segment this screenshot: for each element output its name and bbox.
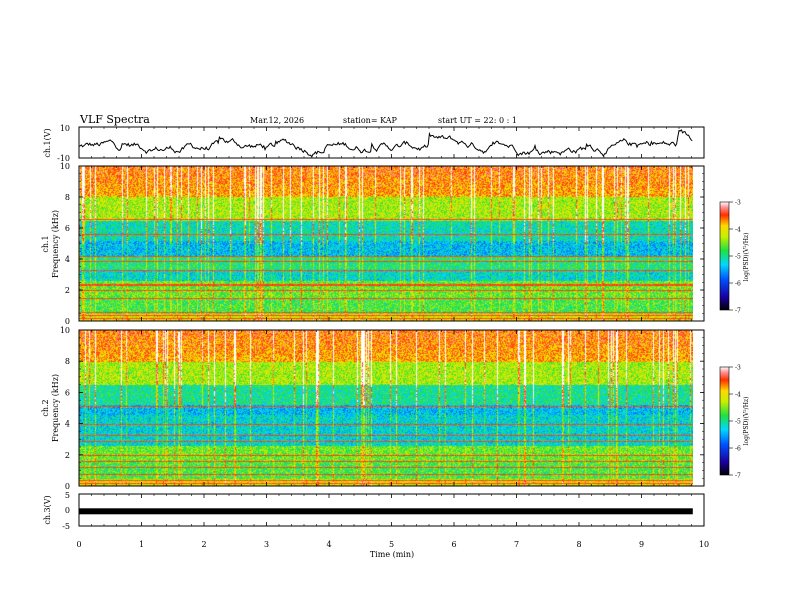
colorbar-tick-label: -5 [735,419,741,426]
start-ut-label: start UT = 22: 0 : 1 [438,116,517,125]
ch1-spec-xticks [78,166,705,321]
ch3-panel: ch.3(V) 5 0 -5 [43,491,705,531]
ch1-waveform-panel: ch.1(V) 10 -10 [43,124,705,163]
spectrogram-raster [79,330,693,486]
x-tick-label: 5 [389,540,394,549]
colorbar-tick-label: -7 [735,473,741,480]
y-tick-label: 6 [65,388,70,397]
ch3-ylabel: ch.3(V) [43,495,52,524]
y-tick-label: 10 [60,162,70,171]
date-label: Mar.12, 2026 [250,116,304,125]
ch2-colorbar-ticks: -3 -4 -5 -6 -7 [729,365,741,480]
y-tick-label: 0 [65,317,70,326]
colorbar-tick-label: -6 [735,281,741,288]
ch2-spectrogram-image [79,330,693,486]
station-label: station= KAP [343,116,398,125]
ch1-colorbar-ticks: -3 -4 -5 -6 -7 [729,200,741,315]
ch1-ytick-bottom: -10 [57,154,70,163]
ch1-xticks [78,127,705,158]
ch1-waveform-frame [78,126,705,159]
spectrogram-raster [79,166,693,321]
figure-title: VLF Spectra [79,113,150,126]
ch2-spec-xticks [78,330,705,486]
ch1-waveform-line [78,129,693,158]
ch1-spec-ylabel2: Frequency (kHz) [51,210,60,278]
ch1-ytick-top: 10 [60,124,70,133]
x-tick-label: 6 [451,540,456,549]
ch1-colorbar: -3 -4 -5 -6 -7 log(PSD)(V²/Hz) [719,200,750,315]
x-tick-label: 1 [139,540,144,549]
colorbar-tick-label: -6 [735,446,741,453]
y-tick-label: 10 [60,326,70,335]
ch1-ylabel: ch.1(V) [43,128,52,157]
ch2-colorbar-bar [719,366,730,476]
ch3-ytick-bottom: -5 [62,522,70,531]
x-axis-title: Time (min) [370,550,414,559]
y-tick-label: 2 [65,286,70,295]
y-tick-label: 4 [65,255,70,264]
x-tick-label: 2 [201,540,206,549]
y-tick-label: 8 [65,193,70,202]
y-tick-label: 0 [65,482,70,491]
x-tick-label: 9 [639,540,644,549]
y-tick-label: 2 [65,451,70,460]
y-tick-label: 4 [65,420,70,429]
colorbar-tick-label: -4 [735,227,741,234]
ch1-colorbar-bar [719,201,730,311]
y-tick-label: 8 [65,357,70,366]
colorbar-tick-label: -3 [735,365,741,372]
ch2-spectrogram-panel: ch.2 Frequency (kHz) 0 2 4 6 8 10 -3 -4 -5 -6 -7 … [41,326,750,491]
ch3-ytick-mid: 0 [65,506,70,515]
x-tick-label: 7 [514,540,519,549]
x-tick-label: 8 [576,540,581,549]
colorbar-tick-label: -7 [735,308,741,315]
ch1-colorbar-label: log(PSD)(V²/Hz) [743,233,750,282]
ch2-colorbar-label: log(PSD)(V²/Hz) [743,397,750,446]
colorbar-tick-label: -3 [735,200,741,207]
ch2-spec-ylabel: ch.2 [41,399,50,416]
ch1-spec-ylabel: ch.1 [41,235,50,252]
colorbar-tick-label: -4 [735,392,741,399]
ch2-colorbar: -3 -4 -5 -6 -7 log(PSD)(V²/Hz) [719,365,750,480]
ch1-spectrogram-panel: ch.1 Frequency (kHz) 0 2 4 6 8 10 -3 -4 -5 -6 -7 … [41,162,750,326]
x-tick-label: 3 [264,540,269,549]
x-tick-label: 4 [326,540,331,549]
ch3-ytick-top: 5 [65,491,70,500]
ch3-signal-line [79,508,693,515]
colorbar-tick-label: -5 [735,254,741,261]
ch2-spec-ylabel2: Frequency (kHz) [51,374,60,442]
y-tick-label: 6 [65,224,70,233]
ch1-spectrogram-image [79,166,693,321]
ch3-xticks [78,494,705,526]
ch2-spec-yticks: 0 2 4 6 8 10 [60,326,704,491]
x-axis-tick-labels: 0 1 2 3 4 5 6 7 8 9 10 [76,540,709,549]
x-tick-label: 0 [76,540,81,549]
x-tick-label: 10 [699,540,709,549]
